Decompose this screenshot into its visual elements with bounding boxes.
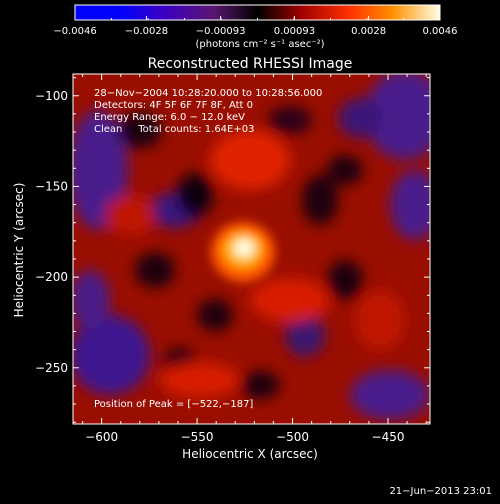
annotations: 28−Nov−2004 10:28:20.000 to 10:28:56.000… [94, 88, 322, 410]
colorbar: −0.0046 −0.0028 −0.00093 0.00093 0.0028 0.004… [53, 4, 458, 50]
plot-frame [72, 73, 431, 425]
blob-dark-6 [135, 252, 175, 288]
heatmap-image [73, 74, 430, 424]
blob-dark-1 [118, 112, 162, 148]
annotation-energy: Energy Range: 6.0 − 12.0 keV [94, 112, 245, 123]
blob-dark-2 [177, 173, 213, 217]
x-axis-label: Heliocentric X (arcsec) [182, 447, 318, 461]
blob-purple-bl2 [73, 270, 110, 330]
colorbar-ticks: −0.0046 −0.0028 −0.00093 0.00093 0.0028 0.004… [53, 16, 458, 37]
colorbar-gradient [74, 4, 441, 21]
blob-red-3 [160, 362, 240, 398]
blob-dark-7 [197, 299, 233, 331]
heatmap-blobs [73, 74, 430, 420]
blob-dark-4 [327, 155, 363, 185]
blob-purple-tr [365, 74, 430, 160]
peak-source [211, 222, 275, 282]
colorbar-tick-label: −0.00093 [196, 26, 246, 37]
blob-purple-b [285, 313, 325, 357]
annotation-algorithm: Clean Total counts: 1.64E+03 [94, 124, 254, 135]
blob-red-4 [355, 290, 405, 350]
colorbar-unit: (photons cm⁻² s⁻¹ asec⁻²) [195, 39, 324, 50]
blob-purple-tr2 [338, 98, 382, 138]
blob-red-2 [250, 278, 330, 322]
colorbar-tick-label: 0.0046 [423, 26, 458, 37]
y-tick-label: −150 [35, 179, 68, 193]
annotation-detectors: Detectors: 4F 5F 6F 7F 8F, Att 0 [94, 100, 253, 111]
blob-dark-3 [302, 175, 338, 225]
blob-purple-bl [73, 315, 150, 395]
blob-dark-5 [268, 106, 312, 134]
blob-purple-br [350, 370, 430, 420]
y-tick-label: −200 [35, 270, 68, 284]
colorbar-tick-label: −0.0046 [53, 26, 96, 37]
y-axis: −100 −150 −200 −250 [35, 77, 430, 423]
blob-red-1 [210, 130, 290, 190]
colorbar-tick-label: 0.00093 [274, 26, 315, 37]
x-tick-label: −500 [276, 430, 309, 444]
colorbar-tick-label: 0.0028 [351, 26, 386, 37]
x-tick-label: −450 [372, 430, 405, 444]
peak-core [234, 239, 254, 257]
x-tick-label: −550 [181, 430, 214, 444]
y-tick-label: −100 [35, 89, 68, 103]
x-axis: −600 −550 −500 −450 [82, 74, 427, 444]
x-tick-label: −600 [85, 430, 118, 444]
y-tick-label: −250 [35, 361, 68, 375]
timestamp: 21−Jun−2013 23:01 [389, 486, 492, 497]
y-axis-label: Heliocentric Y (arcsec) [12, 183, 26, 318]
blob-dark-9 [240, 371, 280, 399]
annotation-peak: Position of Peak = [−522,−187] [94, 399, 253, 410]
blob-red-5 [105, 195, 155, 235]
blob-dark-8 [327, 260, 363, 300]
chart-title: Reconstructed RHESSI Image [148, 56, 353, 72]
blob-purple-r [390, 170, 430, 240]
annotation-time-range: 28−Nov−2004 10:28:20.000 to 10:28:56.000 [94, 88, 322, 99]
colorbar-tick-label: −0.0028 [125, 26, 168, 37]
